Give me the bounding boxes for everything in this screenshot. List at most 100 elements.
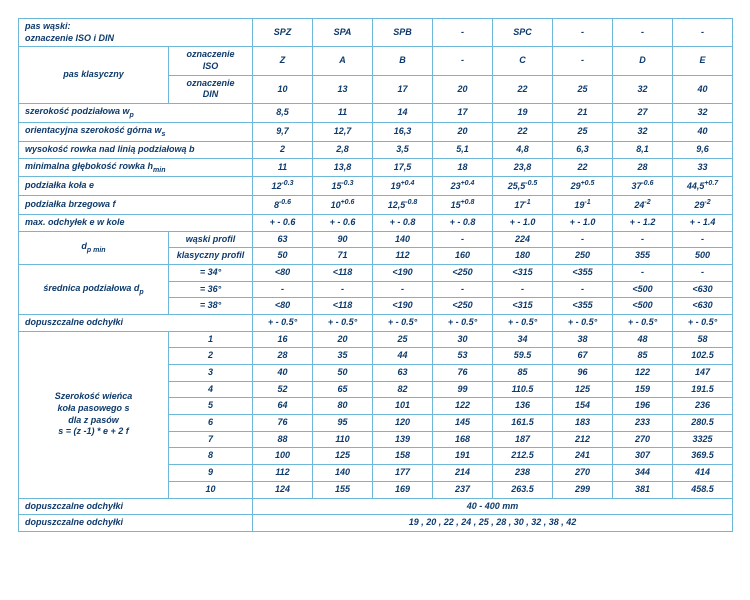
cell: 458.5 bbox=[673, 481, 733, 498]
cell: <80 bbox=[253, 264, 313, 281]
cell: <190 bbox=[373, 298, 433, 315]
cell: 12,5-0.8 bbox=[373, 196, 433, 215]
cell: 20 bbox=[433, 123, 493, 142]
cell: 29+0.5 bbox=[553, 177, 613, 196]
cell: 159 bbox=[613, 381, 673, 398]
cell: + - 1.0 bbox=[493, 214, 553, 231]
cell: 177 bbox=[373, 465, 433, 482]
cell: 25,5-0.5 bbox=[493, 177, 553, 196]
cell: 40 bbox=[253, 365, 313, 382]
cell: 112 bbox=[253, 465, 313, 482]
cell: 29-2 bbox=[673, 196, 733, 215]
cell: 32 bbox=[613, 123, 673, 142]
row-label: minimalna głębokość rowka hmin bbox=[19, 158, 253, 177]
cell: 28 bbox=[613, 158, 673, 177]
cell: 136 bbox=[493, 398, 553, 415]
cell: - bbox=[433, 231, 493, 248]
cell: 4,8 bbox=[493, 141, 553, 158]
cell: + - 0.8 bbox=[373, 214, 433, 231]
cell: 10 bbox=[253, 75, 313, 103]
cell: 140 bbox=[373, 231, 433, 248]
cell: - bbox=[613, 231, 673, 248]
cell: 25 bbox=[373, 331, 433, 348]
cell: 3,5 bbox=[373, 141, 433, 158]
cell: 161.5 bbox=[493, 415, 553, 432]
col-h: SPB bbox=[373, 19, 433, 47]
row-label: wysokość rowka nad linią podziałową b bbox=[19, 141, 253, 158]
cell: 212.5 bbox=[493, 448, 553, 465]
cell: 270 bbox=[613, 431, 673, 448]
cell: + - 0.5° bbox=[253, 314, 313, 331]
cell: 214 bbox=[433, 465, 493, 482]
cell: 8 bbox=[169, 448, 253, 465]
cell: 110.5 bbox=[493, 381, 553, 398]
cell: oznaczenieISO bbox=[169, 47, 253, 75]
cell: + - 0.5° bbox=[433, 314, 493, 331]
cell: <315 bbox=[493, 264, 553, 281]
cell: 96 bbox=[553, 365, 613, 382]
cell: 191 bbox=[433, 448, 493, 465]
cell: <190 bbox=[373, 264, 433, 281]
cell: 22 bbox=[493, 75, 553, 103]
cell: + - 0.5° bbox=[313, 314, 373, 331]
cell: klasyczny profil bbox=[169, 248, 253, 265]
cell: 76 bbox=[433, 365, 493, 382]
cell: 381 bbox=[613, 481, 673, 498]
cell: + - 1.0 bbox=[553, 214, 613, 231]
row-label: max. odchyłek e w kole bbox=[19, 214, 253, 231]
cell: + - 0.8 bbox=[433, 214, 493, 231]
cell: <118 bbox=[313, 264, 373, 281]
cell: 33 bbox=[673, 158, 733, 177]
cell: 10 bbox=[169, 481, 253, 498]
cell: 125 bbox=[553, 381, 613, 398]
row-classic-belt: pas klasyczny bbox=[19, 47, 169, 104]
cell: 59.5 bbox=[493, 348, 553, 365]
col-h: SPZ bbox=[253, 19, 313, 47]
cell: E bbox=[673, 47, 733, 75]
cell: 11 bbox=[313, 104, 373, 123]
cell: <315 bbox=[493, 298, 553, 315]
cell: 125 bbox=[313, 448, 373, 465]
row-label: dopuszczalne odchyłki bbox=[19, 515, 253, 532]
cell: 4 bbox=[169, 381, 253, 398]
row-label: szerokość podziałowa wp bbox=[19, 104, 253, 123]
cell: <80 bbox=[253, 298, 313, 315]
cell: 145 bbox=[433, 415, 493, 432]
cell: + - 0.6 bbox=[313, 214, 373, 231]
cell: - bbox=[433, 47, 493, 75]
cell: 19 , 20 , 22 , 24 , 25 , 28 , 30 , 32 , … bbox=[253, 515, 733, 532]
cell: 19-1 bbox=[553, 196, 613, 215]
cell: 183 bbox=[553, 415, 613, 432]
cell: 37-0.6 bbox=[613, 177, 673, 196]
cell: - bbox=[433, 281, 493, 298]
cell: 224 bbox=[493, 231, 553, 248]
cell: 369.5 bbox=[673, 448, 733, 465]
cell: <118 bbox=[313, 298, 373, 315]
cell: 500 bbox=[673, 248, 733, 265]
cell: 17-1 bbox=[493, 196, 553, 215]
cell: 344 bbox=[613, 465, 673, 482]
cell: 155 bbox=[313, 481, 373, 498]
cell: 85 bbox=[613, 348, 673, 365]
cell: + - 1.4 bbox=[673, 214, 733, 231]
cell: 2,8 bbox=[313, 141, 373, 158]
cell: Z bbox=[253, 47, 313, 75]
cell: 187 bbox=[493, 431, 553, 448]
cell: - bbox=[553, 281, 613, 298]
cell: 40 bbox=[673, 123, 733, 142]
col-h: SPA bbox=[313, 19, 373, 47]
cell: + - 0.5° bbox=[673, 314, 733, 331]
cell: 18 bbox=[433, 158, 493, 177]
cell: 11 bbox=[253, 158, 313, 177]
pulley-groove-table: pas wąski:oznaczenie ISO i DIN SPZ SPA S… bbox=[18, 18, 733, 532]
cell: 237 bbox=[433, 481, 493, 498]
cell: 32 bbox=[613, 75, 673, 103]
cell: 280.5 bbox=[673, 415, 733, 432]
cell: 16 bbox=[253, 331, 313, 348]
cell: 112 bbox=[373, 248, 433, 265]
cell: <500 bbox=[613, 281, 673, 298]
cell: 2 bbox=[253, 141, 313, 158]
cell: 23+0.4 bbox=[433, 177, 493, 196]
cell: 102.5 bbox=[673, 348, 733, 365]
cell: + - 0.5° bbox=[613, 314, 673, 331]
